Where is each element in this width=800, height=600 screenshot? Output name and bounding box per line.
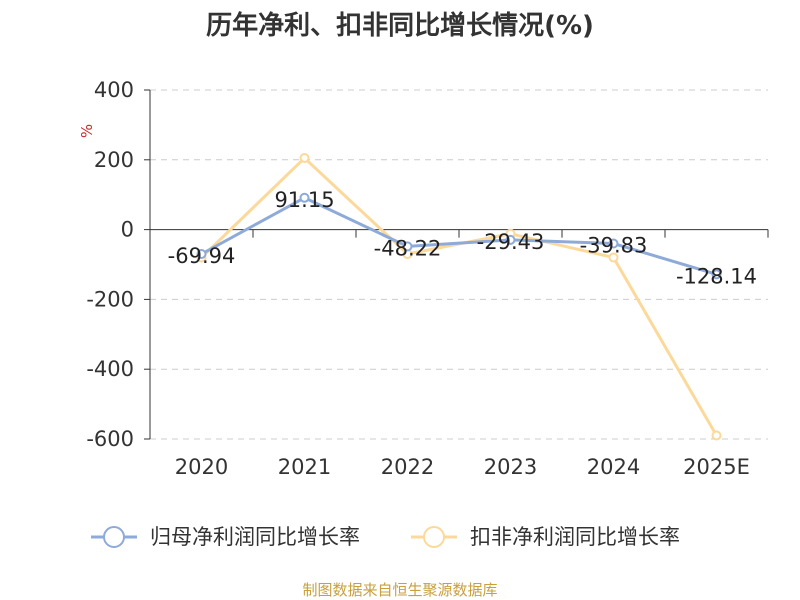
- series-1-point[interactable]: [608, 238, 619, 249]
- legend-label-series-1: 归母净利润同比增长率: [150, 525, 360, 549]
- data-label: 91.15: [274, 188, 334, 212]
- y-tick-label: -200: [86, 287, 134, 311]
- series-1-point[interactable]: [196, 249, 207, 260]
- x-tick-label: 2022: [381, 455, 434, 479]
- x-tick-label: 2023: [484, 455, 537, 479]
- data-label-layer: -69.94 91.15 -48.22 -29.43 -39.83 -128.14: [168, 188, 757, 289]
- series-1-point[interactable]: [505, 234, 516, 245]
- y-tick-label: -600: [86, 427, 134, 451]
- source-note: 制图数据来自恒生聚源数据库: [302, 581, 497, 599]
- y-tick-label: 200: [94, 148, 134, 172]
- series-1-point[interactable]: [402, 241, 413, 252]
- data-label: -69.94: [168, 244, 236, 268]
- y-tick-label: 0: [121, 218, 134, 242]
- series-2-point[interactable]: [711, 430, 722, 441]
- legend-label-series-2: 扣非净利润同比增长率: [470, 525, 680, 549]
- grid-layer: [150, 89, 768, 440]
- axes: 400 200 0 -200 -400 -600 2020 2021 2022 2023 2024 2…: [86, 78, 769, 479]
- data-label: -39.83: [580, 234, 648, 258]
- chart-title: 历年净利、扣非同比增长情况(%): [206, 10, 594, 41]
- legend-swatch-marker-1: [103, 526, 125, 548]
- legend: 归母净利润同比增长率 扣非净利润同比增长率: [91, 525, 680, 549]
- series-1-line: [200, 196, 717, 276]
- x-tick-label: 2021: [278, 455, 331, 479]
- series-layer: [196, 153, 722, 441]
- x-tick-label: 2020: [175, 455, 228, 479]
- y-tick-label: -400: [86, 357, 134, 381]
- series-1-point[interactable]: [711, 269, 722, 280]
- series-2-point[interactable]: [608, 252, 619, 263]
- legend-swatch-marker-2: [423, 526, 445, 548]
- y-tick-label: 400: [94, 78, 134, 102]
- legend-item-series-1[interactable]: 归母净利润同比增长率: [91, 525, 360, 549]
- data-label: -29.43: [477, 230, 545, 254]
- x-tick-label: 2025E: [683, 455, 750, 479]
- x-tick-label: 2024: [587, 455, 640, 479]
- legend-item-series-2[interactable]: 扣非净利润同比增长率: [411, 525, 680, 549]
- y-axis-unit: %: [78, 124, 96, 138]
- series-1-point[interactable]: [299, 192, 310, 203]
- series-2-point[interactable]: [299, 153, 310, 164]
- data-label: -48.22: [374, 236, 442, 260]
- data-label: -128.14: [676, 264, 757, 288]
